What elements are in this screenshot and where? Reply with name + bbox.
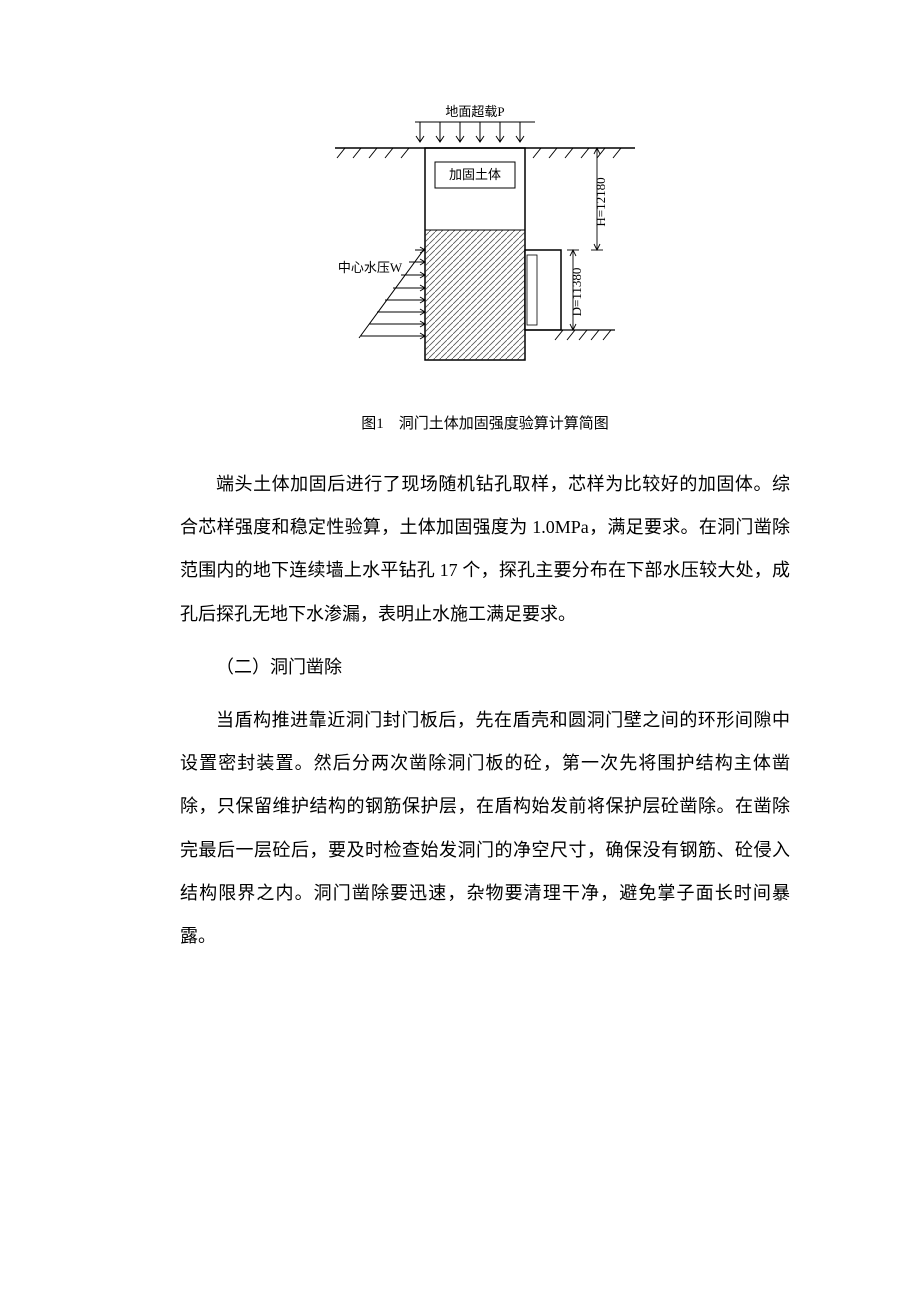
paragraph-2: 当盾构推进靠近洞门封门板后，先在盾壳和圆洞门壁之间的环形间隙中设置密封装置。然后… <box>180 699 790 958</box>
paragraph-1: 端头土体加固后进行了现场随机钻孔取样，芯样为比较好的加固体。综合芯样强度和稳定性… <box>180 463 790 636</box>
diagram-svg: 地面超载P 加固土体 <box>315 100 655 400</box>
top-load-label: 地面超载P <box>445 104 504 119</box>
opening-box <box>525 250 561 330</box>
figure-caption: 图1 洞门土体加固强度验算计算简图 <box>180 412 790 433</box>
subheading-2: （二）洞门凿除 <box>180 646 790 689</box>
dimension-d: D=11380 <box>569 268 584 317</box>
water-pressure-label: 中心水压W <box>338 260 403 275</box>
reinforced-soil-label: 加固土体 <box>449 167 501 182</box>
dimension-h: H=12180 <box>593 177 608 226</box>
tunnel-reinforcement-diagram: 地面超载P 加固土体 <box>315 100 655 400</box>
